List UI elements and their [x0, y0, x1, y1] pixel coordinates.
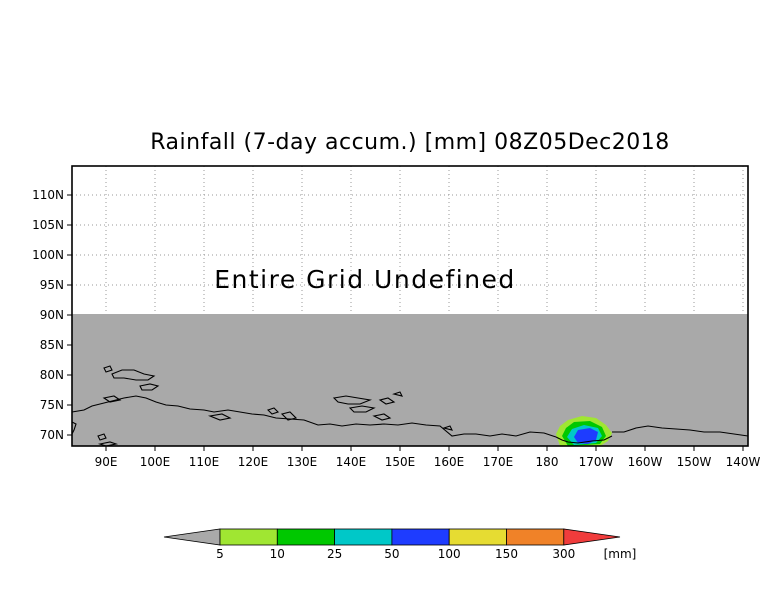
colorbar-over-triangle: [563, 528, 621, 546]
colorbar-label: 150: [495, 547, 518, 561]
undefined-area: [72, 314, 748, 446]
colorbar-bin: [391, 528, 450, 546]
lon-tick-label: 90E: [95, 455, 118, 469]
colorbar-label: 50: [384, 547, 399, 561]
chart-title: Rainfall (7-day accum.) [mm] 08Z05Dec201…: [150, 130, 670, 155]
colorbar-label: 5: [216, 547, 224, 561]
lon-tick-label: 110E: [189, 455, 220, 469]
lon-tick-label: 180: [536, 455, 559, 469]
rainfall-blob: [556, 416, 612, 446]
lat-tick-label: 80N: [40, 368, 64, 382]
lon-tick-label: 130E: [287, 455, 318, 469]
colorbar-bin: [276, 528, 335, 546]
map-frame: [71, 165, 749, 447]
colorbar: 5 10 25 50 100 150 300 [mm]: [163, 528, 637, 561]
colorbar-label: 10: [270, 547, 285, 561]
undefined-notice: Entire Grid Undefined: [214, 265, 516, 294]
lat-tick-label: 105N: [32, 218, 64, 232]
lon-tick-label: 150W: [677, 455, 712, 469]
coastline: [71, 365, 749, 447]
colorbar-label: 300: [552, 547, 575, 561]
colorbar-label: 25: [327, 547, 342, 561]
lat-tick-label: 110N: [32, 188, 64, 202]
lat-tick-label: 85N: [40, 338, 64, 352]
lon-tick-label: 150E: [385, 455, 416, 469]
lon-tick-label: 100E: [140, 455, 171, 469]
latitude-axis: 110N 105N 100N 95N 90N 85N 80N 75N 70N: [32, 188, 72, 442]
colorbar-bin: [219, 528, 278, 546]
lon-tick-label: 140E: [336, 455, 367, 469]
colorbar-bin: [448, 528, 507, 546]
map-grid: [72, 166, 748, 314]
colorbar-under-triangle: [163, 528, 221, 546]
lon-tick-label: 160E: [434, 455, 465, 469]
lat-tick-label: 100N: [32, 248, 64, 262]
lat-tick-label: 90N: [40, 308, 64, 322]
lat-tick-label: 95N: [40, 278, 64, 292]
lon-tick-label: 170E: [483, 455, 514, 469]
lon-tick-label: 170W: [579, 455, 614, 469]
colorbar-label: 100: [438, 547, 461, 561]
lon-tick-label: 160W: [628, 455, 663, 469]
colorbar-unit: [mm]: [604, 547, 637, 561]
longitude-axis: 90E 100E 110E 120E 130E 140E 150E 160E 170E 180 17…: [95, 446, 761, 469]
lat-tick-label: 75N: [40, 398, 64, 412]
colorbar-bin: [334, 528, 393, 546]
lon-tick-label: 140W: [726, 455, 761, 469]
colorbar-bin: [506, 528, 565, 546]
lon-tick-label: 120E: [238, 455, 269, 469]
lat-tick-label: 70N: [40, 428, 64, 442]
